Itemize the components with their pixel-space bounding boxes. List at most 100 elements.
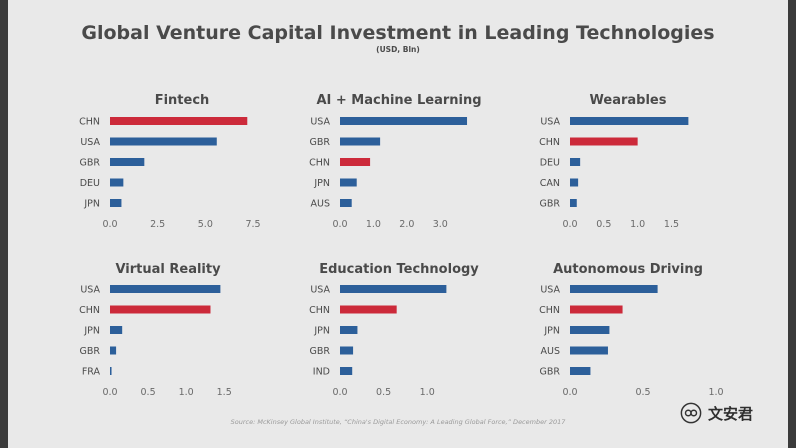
bar [570, 199, 577, 207]
category-label: GBR [310, 346, 331, 357]
category-label: JPN [83, 326, 100, 337]
category-label: IND [313, 367, 330, 378]
category-label: USA [80, 285, 100, 296]
tick-label: 1.0 [366, 219, 381, 230]
tick-label: 0.0 [332, 219, 347, 230]
bar [340, 199, 352, 207]
bar [340, 178, 357, 187]
category-label: CHN [309, 305, 330, 316]
bar [570, 346, 608, 355]
bar [570, 285, 658, 293]
category-label: JPN [543, 326, 560, 337]
category-label: AUS [541, 346, 560, 357]
bar [110, 199, 122, 207]
category-label: JPN [313, 326, 330, 337]
category-label: JPN [83, 199, 100, 210]
subtitle: (USD, Bln) [376, 45, 420, 54]
bar [340, 305, 397, 314]
tick-label: 1.0 [179, 387, 194, 398]
chart-title: Education Technology [319, 262, 479, 277]
bar [110, 137, 217, 146]
bar [570, 117, 689, 125]
bar [340, 367, 353, 375]
watermark: 文安君 [680, 402, 753, 424]
bar [570, 326, 610, 334]
tick-label: 2.0 [399, 219, 414, 230]
category-label: GBR [80, 346, 101, 357]
bar [110, 158, 145, 166]
category-label: USA [310, 117, 330, 128]
category-label: GBR [540, 367, 561, 378]
bar [110, 326, 123, 334]
tick-label: 5.0 [198, 219, 213, 230]
bar [570, 178, 579, 187]
category-label: CHN [79, 117, 100, 128]
left-border [0, 0, 8, 448]
category-label: GBR [310, 137, 331, 148]
category-label: GBR [80, 158, 101, 169]
tick-label: 0.0 [102, 219, 117, 230]
category-label: DEU [80, 178, 100, 189]
tick-label: 0.0 [102, 387, 117, 398]
tick-label: 3.0 [433, 219, 448, 230]
category-label: CHN [309, 158, 330, 169]
tick-label: 1.0 [708, 387, 723, 398]
chart-title: Virtual Reality [115, 262, 221, 277]
tick-label: 1.0 [420, 387, 435, 398]
tick-label: 1.0 [630, 219, 645, 230]
bar [340, 346, 354, 355]
category-label: DEU [540, 158, 560, 169]
tick-label: 0.5 [635, 387, 650, 398]
category-label: CHN [539, 305, 560, 316]
category-label: CHN [539, 137, 560, 148]
source-note: Source: McKinsey Global Institute, “Chin… [230, 418, 566, 426]
tick-label: 0.5 [376, 387, 391, 398]
tick-label: 0.0 [562, 387, 577, 398]
tick-label: 0.5 [596, 219, 611, 230]
bar [110, 285, 221, 293]
bar [340, 285, 447, 293]
right-border [788, 0, 796, 448]
bar [340, 137, 381, 146]
chart-title: AI + Machine Learning [316, 93, 481, 108]
bar [110, 346, 117, 355]
bar [570, 305, 623, 314]
category-label: USA [540, 117, 560, 128]
wechat-icon [680, 402, 702, 424]
chart-title: Fintech [155, 93, 210, 108]
bar [570, 137, 638, 146]
category-label: FRA [82, 367, 101, 378]
main-title: Global Venture Capital Investment in Lea… [81, 22, 715, 44]
category-label: CAN [540, 178, 560, 189]
category-label: CHN [79, 305, 100, 316]
category-label: USA [540, 285, 560, 296]
bar [110, 117, 248, 125]
chart-title: Autonomous Driving [553, 262, 703, 277]
bar [340, 158, 371, 166]
category-label: JPN [313, 178, 330, 189]
watermark-text: 文安君 [708, 404, 754, 423]
bar [340, 326, 358, 334]
tick-label: 2.5 [150, 219, 165, 230]
tick-label: 1.5 [664, 219, 679, 230]
category-label: AUS [311, 199, 330, 210]
bar [110, 178, 124, 187]
bar [570, 158, 581, 166]
tick-label: 0.0 [332, 387, 347, 398]
bar [110, 367, 112, 375]
category-label: USA [80, 137, 100, 148]
tick-label: 0.0 [562, 219, 577, 230]
chart-title: Wearables [590, 93, 667, 108]
bar [340, 117, 468, 125]
category-label: GBR [540, 199, 561, 210]
category-label: USA [310, 285, 330, 296]
bar [110, 305, 211, 314]
tick-label: 1.5 [217, 387, 232, 398]
